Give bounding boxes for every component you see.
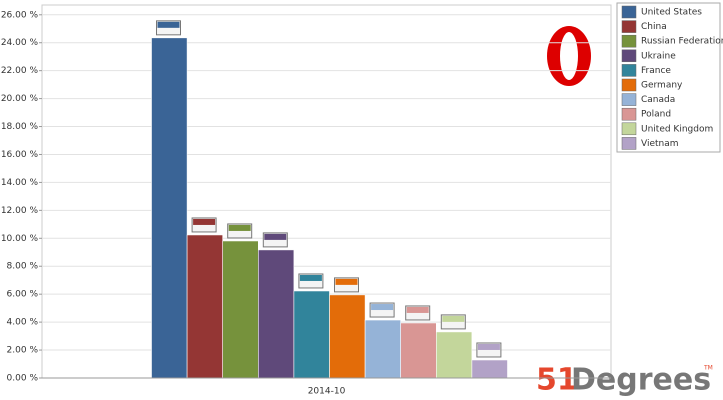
legend-label: China xyxy=(641,22,667,32)
legend-swatch xyxy=(621,93,637,106)
legend-swatch xyxy=(621,64,637,77)
y-tick-label: 4.00 % xyxy=(7,318,39,328)
bar xyxy=(293,290,330,379)
legend-swatch xyxy=(621,49,637,63)
bar xyxy=(222,240,259,379)
flag-stripe xyxy=(406,306,429,313)
bar xyxy=(257,249,295,379)
y-tick-label: 10.00 % xyxy=(1,234,39,244)
bar xyxy=(400,322,437,379)
y-tick-label: 22.00 % xyxy=(1,66,39,76)
y-tick-label: 14.00 % xyxy=(1,178,39,188)
flag-stripe xyxy=(264,233,287,240)
y-tick-label: 16.00 % xyxy=(1,150,39,160)
flag-stripe xyxy=(477,343,500,350)
y-tick-label: 12.00 % xyxy=(1,206,39,216)
flag-stripe xyxy=(299,274,322,281)
legend-label: Poland xyxy=(641,110,671,120)
legend-label: Russian Federation xyxy=(641,37,723,47)
legend-swatch xyxy=(621,122,637,136)
legend-label: United Kingdom xyxy=(641,124,713,134)
flag-stripe xyxy=(157,21,180,28)
bar xyxy=(435,331,473,379)
y-tick-label: 26.00 % xyxy=(1,10,39,20)
y-tick-label: 0.00 % xyxy=(7,374,39,384)
legend-swatch xyxy=(621,78,637,92)
y-tick-label: 18.00 % xyxy=(1,122,39,132)
legend-label: United States xyxy=(641,8,702,18)
legend-label: France xyxy=(641,66,671,76)
bar xyxy=(186,234,224,379)
legend-swatch xyxy=(621,20,637,33)
flag-stripe xyxy=(442,315,465,322)
legend-swatch xyxy=(621,107,637,121)
opera-logo-hole xyxy=(560,32,578,80)
y-tick-label: 8.00 % xyxy=(7,262,39,272)
logo-text: Degrees xyxy=(571,363,711,398)
y-tick-label: 6.00 % xyxy=(7,290,39,300)
flag-stripe xyxy=(228,224,251,231)
legend-swatch xyxy=(621,137,637,150)
logo-number: 51 xyxy=(536,363,578,398)
bar xyxy=(151,37,188,379)
logo-tm: TM xyxy=(703,365,713,372)
legend-swatch xyxy=(621,5,637,19)
bar xyxy=(364,319,402,379)
y-tick-label: 20.00 % xyxy=(1,94,39,104)
bar xyxy=(471,359,508,379)
legend-swatch xyxy=(621,34,637,48)
legend-label: Vietnam xyxy=(641,139,679,149)
legend-label: Ukraine xyxy=(641,51,676,61)
y-tick-label: 24.00 % xyxy=(1,38,39,48)
bar xyxy=(329,294,366,379)
legend-label: Canada xyxy=(641,95,675,105)
flag-stripe xyxy=(371,304,394,311)
y-tick-label: 2.00 % xyxy=(7,346,39,356)
x-tick-label: 2014-10 xyxy=(308,387,346,397)
legend-label: Germany xyxy=(641,81,683,91)
flag-stripe xyxy=(193,218,216,225)
flag-stripe xyxy=(335,278,358,285)
